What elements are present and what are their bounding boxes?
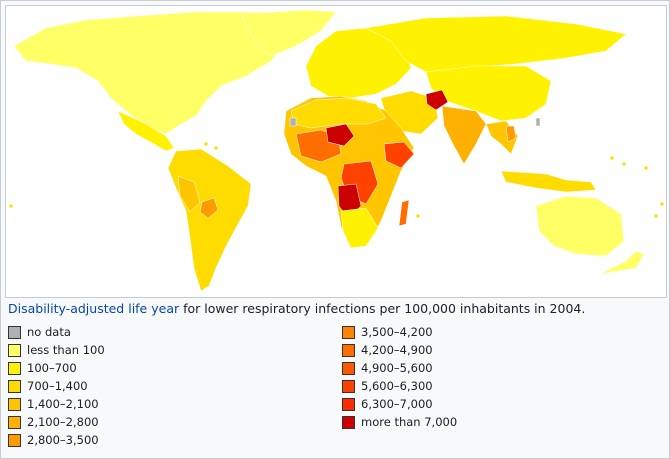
region-new-zealand — [599, 250, 645, 275]
region-southern-africa — [340, 207, 379, 249]
region-australia — [535, 195, 625, 257]
legend-label: more than 7,000 — [361, 415, 458, 429]
region-central-america — [117, 110, 175, 152]
island-dot — [643, 165, 649, 171]
legend-label: 2,100–2,800 — [27, 415, 99, 429]
legend-label: less than 100 — [27, 343, 105, 357]
legend-swatch — [342, 397, 355, 411]
map-caption: Disability-adjusted life year for lower … — [8, 301, 585, 317]
region-bolivia — [199, 197, 219, 219]
legend-item: 2,800–3,500 — [8, 431, 105, 449]
region-east-africa — [383, 141, 415, 169]
legend-label: no data — [27, 325, 71, 339]
legend-swatch — [8, 433, 21, 447]
island-dot — [621, 161, 627, 167]
legend-label: 4,900–5,600 — [361, 361, 433, 375]
region-no-data-western-sahara — [289, 117, 297, 127]
legend-column-2: 3,500–4,200 4,200–4,900 4,900–5,600 5,60… — [342, 323, 457, 431]
legend-label: 4,200–4,900 — [361, 343, 433, 357]
caption-text: for lower respiratory infections per 100… — [179, 301, 586, 316]
legend-item: 2,100–2,800 — [8, 413, 105, 431]
legend-label: 3,500–4,200 — [361, 325, 433, 339]
region-north-america — [13, 11, 307, 135]
region-north-africa — [290, 97, 387, 129]
legend-swatch — [8, 325, 21, 339]
region-europe — [305, 27, 412, 99]
legend-label: 2,800–3,500 — [27, 433, 99, 447]
legend-label: 700–1,400 — [27, 379, 88, 393]
world-map — [5, 5, 667, 298]
legend-item: 3,500–4,200 — [342, 323, 457, 341]
legend-swatch — [8, 343, 21, 357]
legend-item: no data — [8, 323, 105, 341]
legend-label: 5,600–6,300 — [361, 379, 433, 393]
legend-swatch — [342, 379, 355, 393]
island-dot — [203, 141, 209, 147]
island-dot — [415, 213, 421, 219]
legend-item: less than 100 — [8, 341, 105, 359]
legend-swatch — [342, 415, 355, 429]
island-dot — [659, 201, 665, 207]
legend-item: 100–700 — [8, 359, 105, 377]
legend-swatch — [342, 343, 355, 357]
legend-item: 1,400–2,100 — [8, 395, 105, 413]
island-dot — [653, 213, 659, 219]
region-no-data-philippines — [535, 117, 541, 127]
legend-swatch — [8, 379, 21, 393]
legend-item: 4,200–4,900 — [342, 341, 457, 359]
region-madagascar — [398, 199, 410, 227]
legend-label: 100–700 — [27, 361, 77, 375]
legend-swatch — [8, 397, 21, 411]
daly-link[interactable]: Disability-adjusted life year — [8, 301, 180, 316]
legend-item: 5,600–6,300 — [342, 377, 457, 395]
region-myanmar — [505, 125, 517, 143]
legend-swatch — [342, 325, 355, 339]
island-dot — [609, 155, 615, 161]
legend-swatch — [8, 361, 21, 375]
region-south-america — [167, 148, 252, 292]
island-dot — [213, 145, 219, 151]
world-map-svg — [8, 9, 665, 292]
legend-swatch — [8, 415, 21, 429]
region-russia — [365, 15, 627, 73]
region-greenland — [240, 9, 337, 57]
legend-label: 1,400–2,100 — [27, 397, 99, 411]
region-indonesia — [500, 170, 597, 193]
legend-label: 6,300–7,000 — [361, 397, 433, 411]
legend-item: 6,300–7,000 — [342, 395, 457, 413]
island-dot — [8, 203, 14, 209]
legend-column-1: no data less than 100 100–700 700–1,400 … — [8, 323, 105, 449]
legend-swatch — [342, 361, 355, 375]
region-mali-niger — [325, 123, 355, 147]
legend-item: 700–1,400 — [8, 377, 105, 395]
legend-item: 4,900–5,600 — [342, 359, 457, 377]
legend-item: more than 7,000 — [342, 413, 457, 431]
region-peru — [177, 175, 201, 213]
region-india — [441, 105, 487, 165]
